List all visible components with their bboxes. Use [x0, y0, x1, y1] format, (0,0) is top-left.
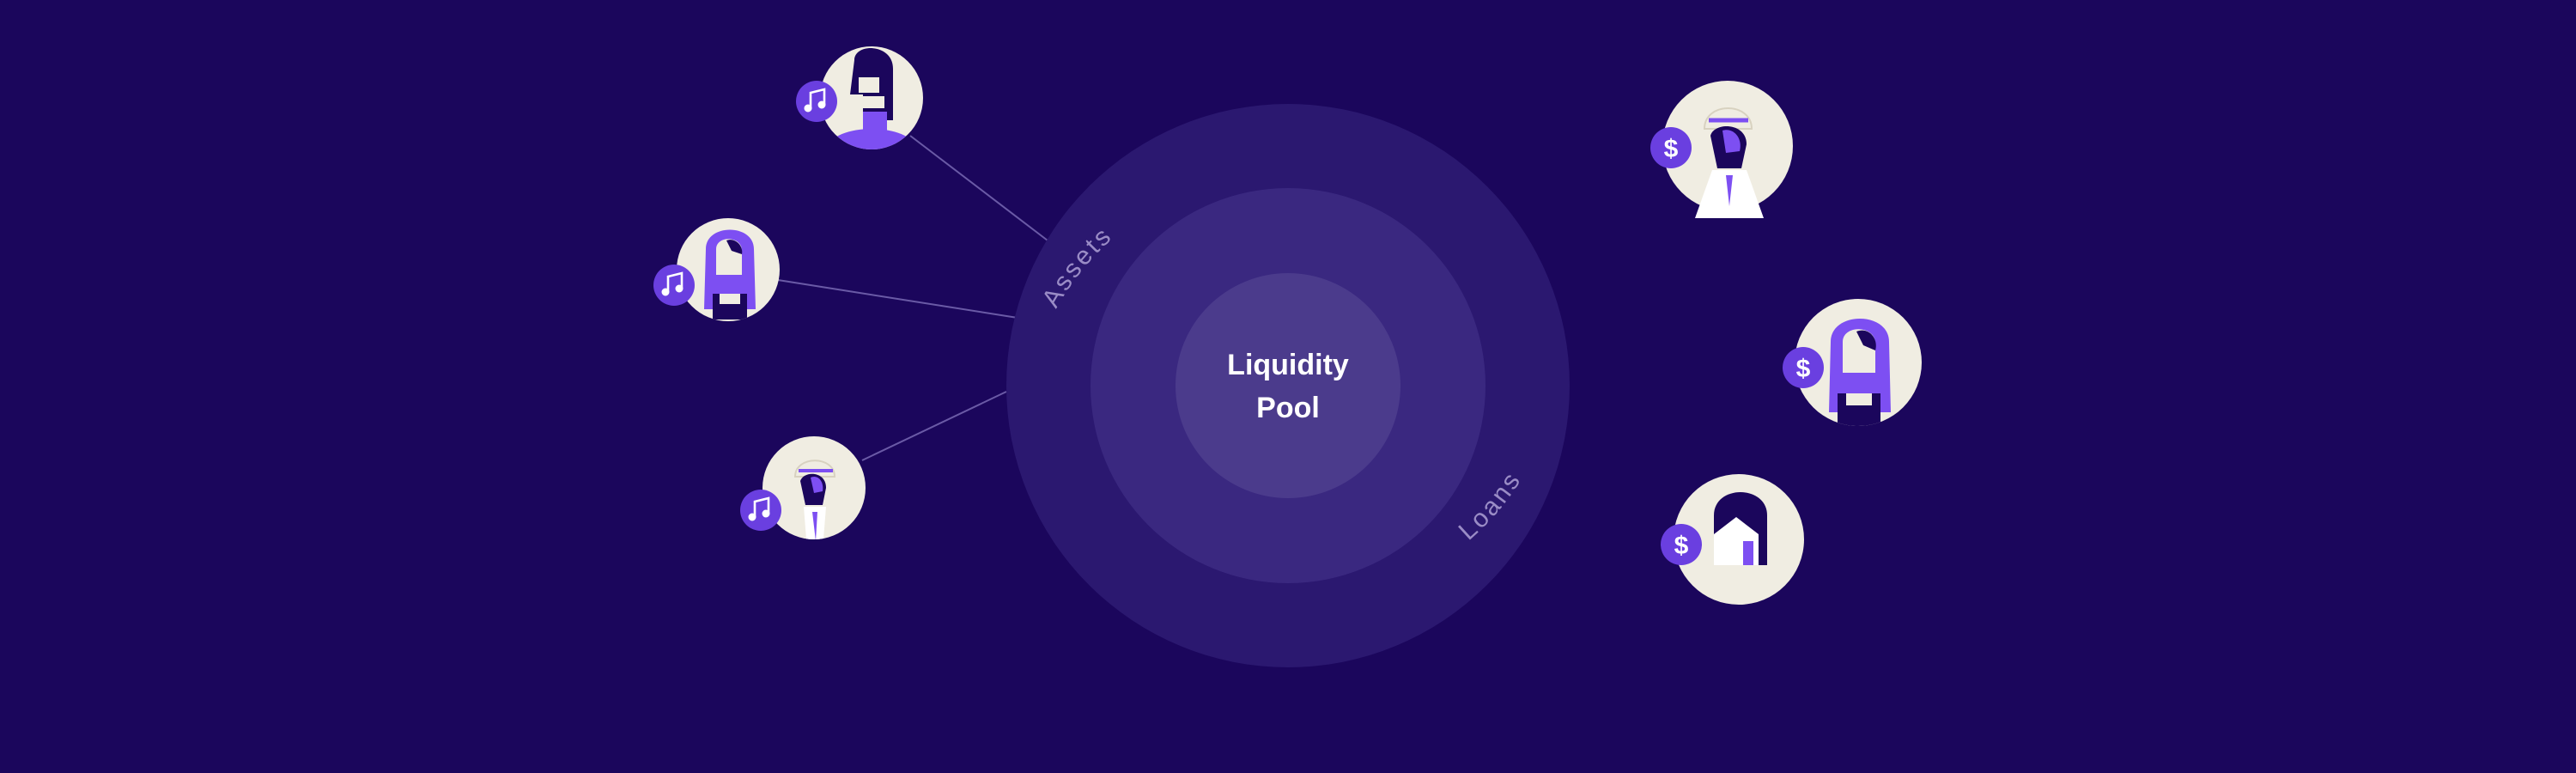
dollar-icon: $ — [1796, 355, 1811, 383]
asset-holder-bottom — [740, 436, 866, 539]
dollar-badge: $ — [1783, 347, 1824, 388]
pool-title-line2: Pool — [1256, 392, 1320, 424]
avatar-figure — [704, 229, 756, 320]
connector-line-middle — [777, 279, 1018, 319]
dollar-icon: $ — [1674, 532, 1689, 560]
avatar-figure — [1703, 107, 1753, 168]
pool-rings — [1006, 104, 1570, 667]
avatar-figure — [824, 48, 919, 149]
music-badge — [653, 265, 695, 306]
avatar-figure — [1829, 319, 1891, 426]
house-icon — [1714, 492, 1767, 565]
asset-holder-top — [796, 46, 923, 149]
dollar-badge: $ — [1650, 127, 1692, 168]
pool-title-line1: Liquidity — [1227, 349, 1349, 381]
music-note-icon — [748, 496, 770, 521]
music-badge — [796, 81, 837, 122]
music-note-icon — [661, 271, 683, 296]
connector-lines — [777, 135, 1048, 461]
borrower-top: $ — [1650, 81, 1793, 218]
dollar-icon: $ — [1664, 135, 1679, 163]
music-badge — [740, 490, 781, 531]
avatar-tie — [1726, 175, 1733, 206]
borrower-bottom: $ — [1661, 474, 1804, 605]
dollar-badge: $ — [1661, 524, 1702, 565]
borrower-middle: $ — [1783, 299, 1922, 426]
music-note-icon — [804, 88, 826, 113]
pool-ring-inner — [1176, 273, 1400, 498]
avatar-figure — [793, 460, 836, 539]
asset-holder-middle — [653, 218, 780, 321]
connector-line-top — [909, 135, 1048, 241]
connector-line-bottom — [861, 391, 1007, 461]
